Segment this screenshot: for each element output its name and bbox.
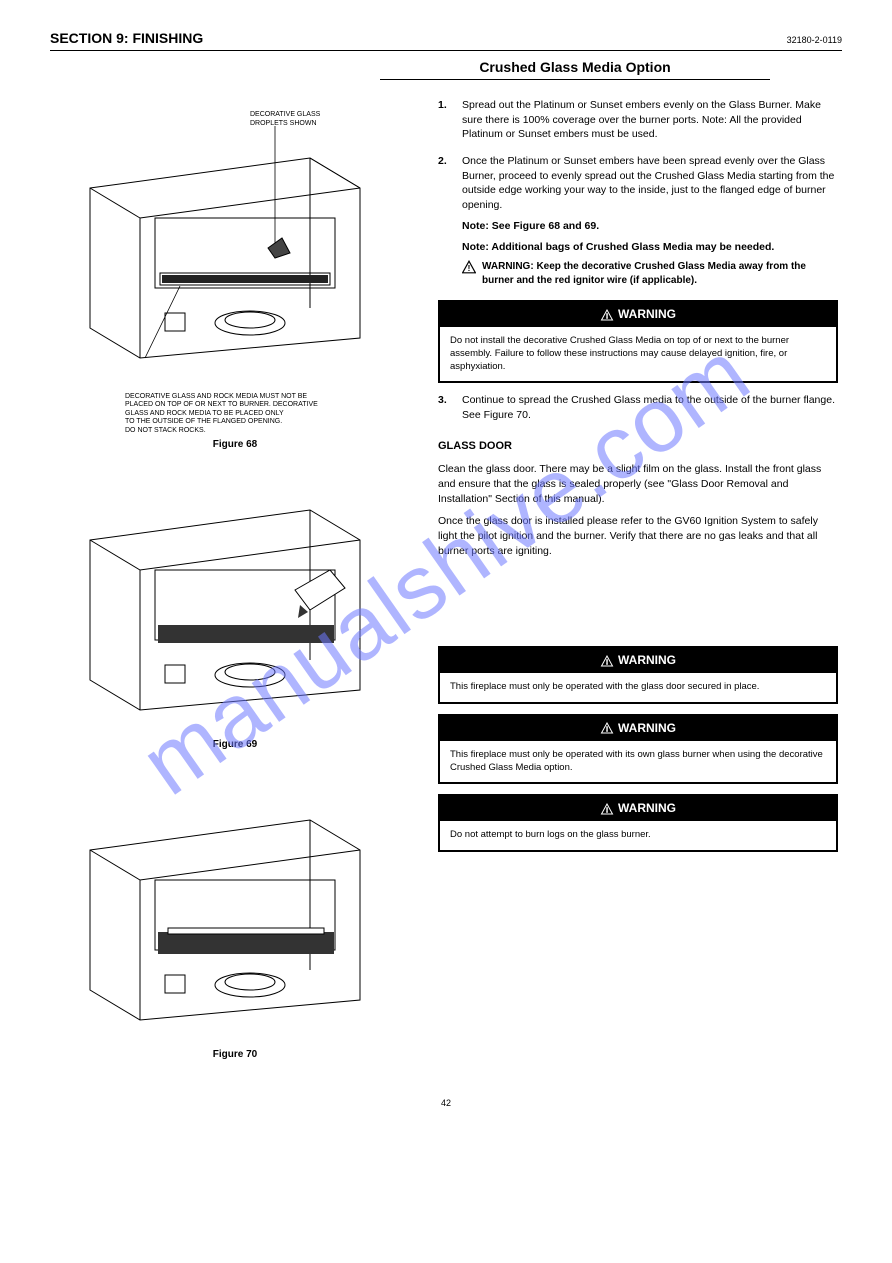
page-header: SECTION 9: FINISHING 32180-2-0119 (50, 30, 842, 51)
warning-3-body: This fireplace must only be operated wit… (440, 741, 836, 783)
step-2-note-media: Note: Additional bags of Crushed Glass M… (462, 240, 838, 255)
svg-text:!: ! (606, 727, 608, 734)
glass-door-p2: Once the glass door is installed please … (438, 514, 838, 558)
step-2-num: 2. (438, 154, 452, 288)
step-2-text: Once the Platinum or Sunset embers have … (462, 154, 838, 213)
warning-1-head: ! WARNING (440, 302, 836, 327)
figure-68-caption: Figure 68 (50, 439, 420, 450)
step-2-note-figref: Note: See Figure 68 and 69. (462, 219, 838, 234)
content-title: Crushed Glass Media Option (380, 59, 770, 80)
step-2-warn-text: WARNING: Keep the decorative Crushed Gla… (482, 260, 838, 288)
text-column: 1. Spread out the Platinum or Sunset emb… (438, 98, 838, 1080)
manual-number: 32180-2-0119 (787, 35, 842, 45)
warning-4-head: ! WARNING (440, 796, 836, 821)
warning-4-head-text: WARNING (618, 800, 676, 817)
section-title: SECTION 9: FINISHING (50, 30, 203, 46)
figure-68-svg: DECORATIVE GLASS DROPLETS SHOWN (50, 98, 420, 388)
figure-68-block: DECORATIVE GLASS DROPLETS SHOWN DECORATI… (50, 98, 420, 450)
figure-70-caption: Figure 70 (50, 1049, 420, 1060)
figure-70-svg (50, 780, 420, 1040)
warning-box-4: ! WARNING Do not attempt to burn logs on… (438, 794, 838, 852)
figures-column: DECORATIVE GLASS DROPLETS SHOWN DECORATI… (50, 98, 420, 1080)
warning-4-body: Do not attempt to burn logs on the glass… (440, 821, 836, 850)
warning-2-head: ! WARNING (440, 648, 836, 673)
step-2: 2. Once the Platinum or Sunset embers ha… (438, 154, 838, 288)
step-3-num: 3. (438, 393, 452, 422)
svg-text:!: ! (468, 264, 471, 273)
svg-text:!: ! (606, 659, 608, 666)
step-3-text: Continue to spread the Crushed Glass med… (462, 393, 838, 422)
warning-box-2: ! WARNING This fireplace must only be op… (438, 646, 838, 704)
warning-icon: ! (600, 803, 614, 815)
warning-box-1: ! WARNING Do not install the decorative … (438, 300, 838, 383)
step-3: 3. Continue to spread the Crushed Glass … (438, 393, 838, 422)
warning-icon: ! (600, 655, 614, 667)
step-2-inline-warning: ! WARNING: Keep the decorative Crushed G… (462, 260, 838, 288)
warning-1-head-text: WARNING (618, 306, 676, 323)
warning-1-body: Do not install the decorative Crushed Gl… (440, 327, 836, 381)
glass-door-head: GLASS DOOR (438, 439, 838, 454)
warning-icon: ! (462, 260, 476, 274)
figure-69-svg (50, 470, 420, 730)
warning-icon: ! (600, 722, 614, 734)
warning-2-body: This fireplace must only be operated wit… (440, 673, 836, 702)
figure-70-block: Figure 70 (50, 780, 420, 1060)
figure-69-block: Figure 69 (50, 470, 420, 750)
warning-3-head-text: WARNING (618, 720, 676, 737)
fig68-annot-top-line1: DECORATIVE GLASS (250, 111, 321, 118)
step-1-num: 1. (438, 98, 452, 142)
page-number: 42 (50, 1098, 842, 1108)
warning-box-3: ! WARNING This fireplace must only be op… (438, 714, 838, 784)
figure-69-caption: Figure 69 (50, 739, 420, 750)
step-1: 1. Spread out the Platinum or Sunset emb… (438, 98, 838, 142)
warning-2-head-text: WARNING (618, 652, 676, 669)
fig68-annot-bottom: DECORATIVE GLASS AND ROCK MEDIA MUST NOT… (125, 393, 420, 435)
svg-text:!: ! (606, 807, 608, 814)
main-content: DECORATIVE GLASS DROPLETS SHOWN DECORATI… (50, 98, 842, 1080)
warning-icon: ! (600, 309, 614, 321)
glass-door-p1: Clean the glass door. There may be a sli… (438, 462, 838, 506)
svg-text:!: ! (606, 313, 608, 320)
fig68-annot-top-line2: DROPLETS SHOWN (250, 120, 317, 127)
step-1-text: Spread out the Platinum or Sunset embers… (462, 98, 838, 142)
warning-3-head: ! WARNING (440, 716, 836, 741)
